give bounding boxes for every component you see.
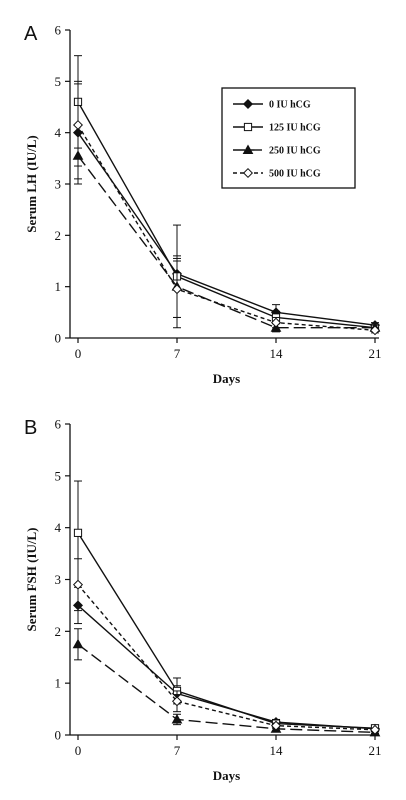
y-tick-label: 6: [55, 23, 62, 38]
x-tick-label: 21: [369, 743, 382, 758]
series-line: [77, 584, 376, 731]
data-point: [270, 317, 282, 328]
series-line: [77, 532, 376, 729]
legend-entry: 0 IU hCG: [269, 100, 311, 111]
series-0-iu-hcg: [72, 586, 381, 734]
chart-panel-b: B 0 1 2 3 4 5 6 0 7 14 21 Days Serum FSH (IU/L): [24, 417, 382, 784]
y-tick-label: 0: [55, 331, 62, 346]
data-point: [72, 119, 84, 130]
legend-entry: 500 IU hCG: [269, 169, 321, 180]
y-tick-label: 2: [55, 228, 62, 243]
series-line: [77, 604, 376, 730]
x-tick-label: 0: [75, 346, 82, 361]
series-line: [77, 132, 376, 326]
series-500-iu-hcg: [72, 558, 381, 735]
y-tick-label: 4: [55, 520, 62, 535]
data-point: [270, 720, 282, 731]
x-tick-label: 7: [174, 346, 181, 361]
y-tick-label: 5: [55, 74, 62, 89]
series-line: [77, 101, 376, 329]
y-tick-label: 3: [55, 572, 62, 587]
panel-label: A: [24, 23, 38, 45]
legend-entry: 125 IU hCG: [269, 123, 321, 134]
y-tick-label: 4: [55, 125, 62, 140]
data-point: [72, 579, 84, 590]
series-line: [77, 643, 376, 734]
x-tick-label: 14: [270, 743, 284, 758]
legend: 0 IU hCG 125 IU hCG 250 IU hCG 500 IU hCG: [221, 87, 356, 189]
y-tick-label: 2: [55, 624, 62, 639]
data-point: [171, 284, 183, 295]
y-tick-label: 6: [55, 417, 62, 432]
data-point: [73, 528, 83, 537]
legend-marker: [242, 144, 254, 154]
x-tick-label: 21: [369, 346, 382, 361]
y-axis-title: Serum LH (IU/L): [24, 135, 39, 233]
y-tick-label: 0: [55, 728, 62, 743]
series-125-iu-hcg: [73, 480, 380, 733]
legend-marker: [243, 122, 253, 132]
data-point: [72, 638, 84, 649]
y-tick-label: 1: [55, 279, 62, 294]
x-axis-title: Days: [213, 768, 240, 783]
series-500-iu-hcg: [72, 83, 381, 336]
y-tick-label: 3: [55, 177, 62, 192]
x-tick-label: 14: [270, 346, 284, 361]
legend-entry: 250 IU hCG: [269, 146, 321, 157]
chart-panel-a: A 0 1 2 3 4 5 6 0 7 14 21 Days Serum LH (IU/L) 0 IU hC…: [24, 23, 382, 387]
series-250-iu-hcg: [72, 628, 381, 737]
series-line: [77, 124, 376, 331]
y-axis-title: Serum FSH (IU/L): [24, 528, 39, 632]
data-point: [369, 325, 381, 336]
legend-marker: [242, 167, 254, 179]
x-tick-label: 0: [75, 743, 82, 758]
legend-marker: [242, 98, 254, 110]
x-axis-title: Days: [213, 371, 240, 386]
y-tick-label: 1: [55, 676, 62, 691]
data-point: [369, 724, 381, 735]
data-point: [171, 696, 183, 707]
x-tick-label: 7: [174, 743, 181, 758]
y-tick-label: 5: [55, 468, 62, 483]
panel-label: B: [24, 417, 37, 439]
data-point: [171, 713, 183, 724]
